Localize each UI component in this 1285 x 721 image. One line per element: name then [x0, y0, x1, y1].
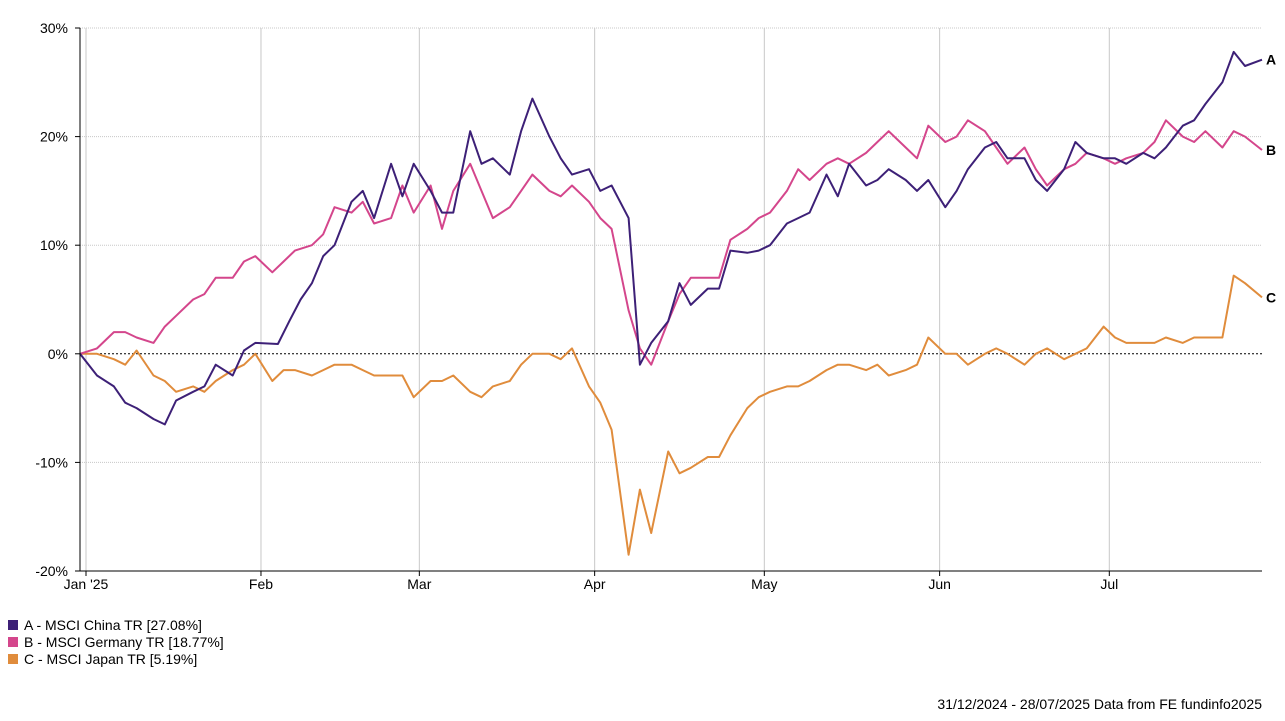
legend-swatch-c	[8, 653, 18, 664]
legend-swatch-b	[8, 636, 18, 647]
x-tick-label: May	[751, 576, 777, 592]
series-end-label-b: B	[1266, 142, 1276, 158]
tick-labels: 30% 20% 10% 0% -10% -20%Jan '25 Feb Mar Apr May Ju…	[35, 20, 1118, 592]
y-tick-label: 30%	[40, 20, 68, 36]
x-tick-label: Jul	[1100, 576, 1118, 592]
series-lines	[79, 50, 1263, 556]
legend-item-a: A - MSCI China TR [27.08%]	[8, 616, 224, 633]
y-tick-label: -10%	[35, 454, 68, 470]
x-tick-label: Jun	[928, 576, 951, 592]
series-line-b	[79, 119, 1263, 366]
legend-label-a: A - MSCI China TR [27.08%]	[24, 616, 202, 633]
y-tick-label: -20%	[35, 563, 68, 579]
grid-lines	[80, 27, 1262, 572]
axes	[75, 27, 1262, 576]
series-end-labels: A B C	[1266, 52, 1276, 306]
series-end-label-c: C	[1266, 289, 1276, 305]
legend-item-b: B - MSCI Germany TR [18.77%]	[8, 633, 224, 650]
y-tick-label: 10%	[40, 237, 68, 253]
y-tick-label: 20%	[40, 129, 68, 145]
series-line-a	[79, 50, 1263, 426]
legend-label-c: C - MSCI Japan TR [5.19%]	[24, 650, 198, 667]
line-chart: 30% 20% 10% 0% -10% -20%Jan '25 Feb Mar Apr May Ju…	[35, 20, 1276, 592]
x-tick-label: Jan '25	[64, 576, 109, 592]
series-line-c	[80, 274, 1263, 556]
series-end-label-a: A	[1266, 52, 1276, 68]
y-tick-label: 0%	[48, 346, 68, 362]
footer-source: 31/12/2024 - 28/07/2025 Data from FE fun…	[937, 696, 1262, 712]
x-tick-label: Apr	[584, 576, 606, 592]
legend-item-c: C - MSCI Japan TR [5.19%]	[8, 650, 224, 667]
x-tick-label: Mar	[407, 576, 431, 592]
legend: A - MSCI China TR [27.08%] B - MSCI Germ…	[8, 616, 224, 667]
legend-label-b: B - MSCI Germany TR [18.77%]	[24, 633, 224, 650]
x-tick-label: Feb	[249, 576, 273, 592]
legend-swatch-a	[8, 619, 18, 630]
